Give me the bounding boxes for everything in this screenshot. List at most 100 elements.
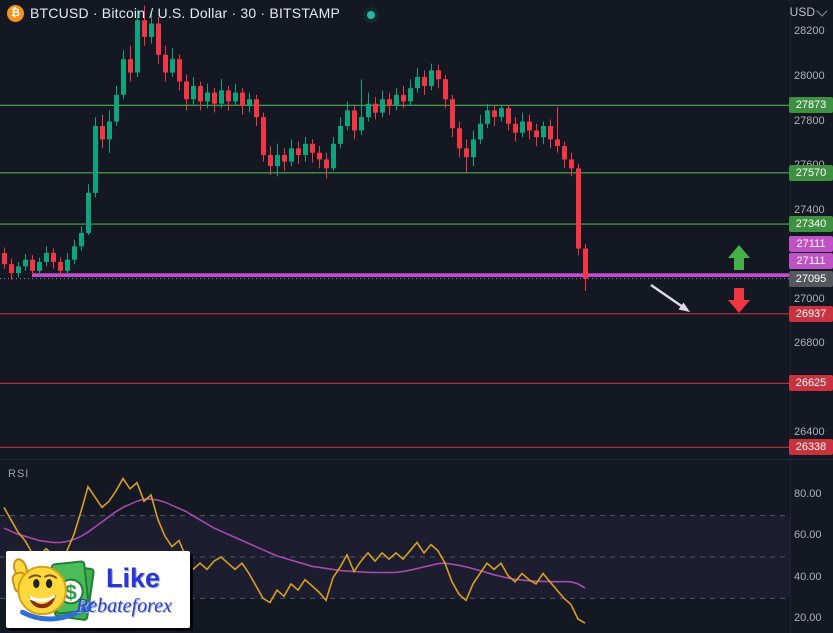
candle-body [499, 108, 504, 118]
axis-separator [790, 0, 791, 633]
candle-body [268, 154, 273, 167]
candle-body [226, 90, 231, 102]
candle-body [93, 126, 98, 193]
candle-body [415, 77, 420, 89]
candle-body [44, 253, 49, 262]
candle-body [212, 92, 217, 104]
candle-body [583, 248, 588, 279]
candle-body [443, 79, 448, 100]
candle-body [198, 85, 203, 102]
candle-body [296, 148, 301, 155]
candle-body [163, 54, 168, 73]
trend-arrow-head[interactable] [678, 302, 691, 313]
candlestick-series [2, 5, 588, 291]
candle-body [100, 126, 105, 140]
symbol-title[interactable]: BTCUSD · Bitcoin / U.S. Dollar · 30 · BI… [30, 5, 340, 21]
candle-body [170, 59, 175, 73]
candle-body [219, 90, 224, 104]
symbol-header: ₿ BTCUSD · Bitcoin / U.S. Dollar · 30 · … [0, 0, 790, 28]
candle-body [520, 121, 525, 133]
candle-body [30, 259, 35, 271]
candle-body [177, 59, 182, 82]
bitcoin-icon: ₿ [7, 5, 24, 22]
candle-body [233, 92, 238, 102]
candle-body [107, 121, 112, 140]
candle-body [541, 126, 546, 138]
mascot-graphic: $ [11, 558, 96, 622]
candle-body [569, 159, 574, 169]
candle-body [261, 117, 266, 155]
candle-body [380, 99, 385, 113]
candle-body [331, 143, 336, 169]
candle-body [548, 126, 553, 140]
rebateforex-watermark: $ Like Rebateforex [6, 551, 190, 628]
rsi-indicator-lines [3, 476, 586, 624]
candle-body [114, 94, 119, 122]
candle-body [282, 154, 287, 162]
candle-body [429, 70, 434, 86]
candle-body [303, 143, 308, 155]
candle-body [464, 148, 469, 158]
candle-body [149, 23, 154, 37]
candle-body [436, 70, 441, 80]
candle-body [9, 264, 14, 274]
candle-body [359, 117, 364, 131]
price-level-lines[interactable] [0, 104, 790, 448]
candle-body [373, 103, 378, 113]
candle-body [16, 266, 21, 274]
candle-body [191, 85, 196, 100]
candle-body [247, 99, 252, 106]
candle-body [128, 59, 133, 73]
candle-body [310, 143, 315, 153]
candle-body [205, 92, 210, 102]
rsi-indicator-title[interactable]: RSI [8, 468, 30, 480]
candle-body [527, 121, 532, 131]
candle-body [86, 192, 91, 233]
candle-body [478, 123, 483, 140]
candle-body [275, 154, 280, 167]
candle-body [142, 20, 147, 37]
candle-body [422, 77, 427, 86]
candle-body [401, 94, 406, 102]
trend-arrow-line[interactable] [650, 283, 686, 310]
candle-body [121, 59, 126, 95]
swoosh-arrow-icon [19, 600, 96, 622]
candle-body [338, 126, 343, 144]
smiley-face-icon [17, 565, 67, 616]
rsi-line [3, 476, 586, 624]
arrow-annotations[interactable] [650, 245, 750, 313]
candle-body [23, 259, 28, 267]
candle-body [240, 92, 245, 106]
candle-body [562, 146, 567, 160]
currency-toggle[interactable]: USD [789, 4, 828, 19]
candle-body [345, 110, 350, 127]
down-arrow-annotation[interactable] [728, 288, 750, 313]
candle-body [387, 99, 392, 106]
candle-body [352, 110, 357, 131]
watermark-like-text: Like [106, 563, 161, 593]
candle-body [37, 261, 42, 271]
pane-divider[interactable] [0, 459, 833, 460]
candle-body [156, 23, 161, 55]
candle-body [65, 259, 70, 271]
candle-body [513, 123, 518, 133]
candle-body [51, 253, 56, 262]
market-status-icon[interactable] [363, 7, 379, 23]
currency-label: USD [789, 5, 815, 19]
candle-body [79, 232, 84, 247]
candle-body [457, 128, 462, 149]
chevron-down-icon [816, 4, 828, 17]
candle-body [492, 110, 497, 118]
candle-body [471, 139, 476, 158]
watermark-brand-text: Rebateforex [76, 595, 172, 617]
candle-body [324, 159, 329, 169]
candle-body [72, 246, 77, 260]
candle-body [317, 152, 322, 160]
candle-body [408, 88, 413, 102]
candle-body [485, 110, 490, 124]
candle-body [534, 130, 539, 138]
rsi-ma-line [3, 498, 586, 589]
up-arrow-annotation[interactable] [728, 245, 750, 270]
